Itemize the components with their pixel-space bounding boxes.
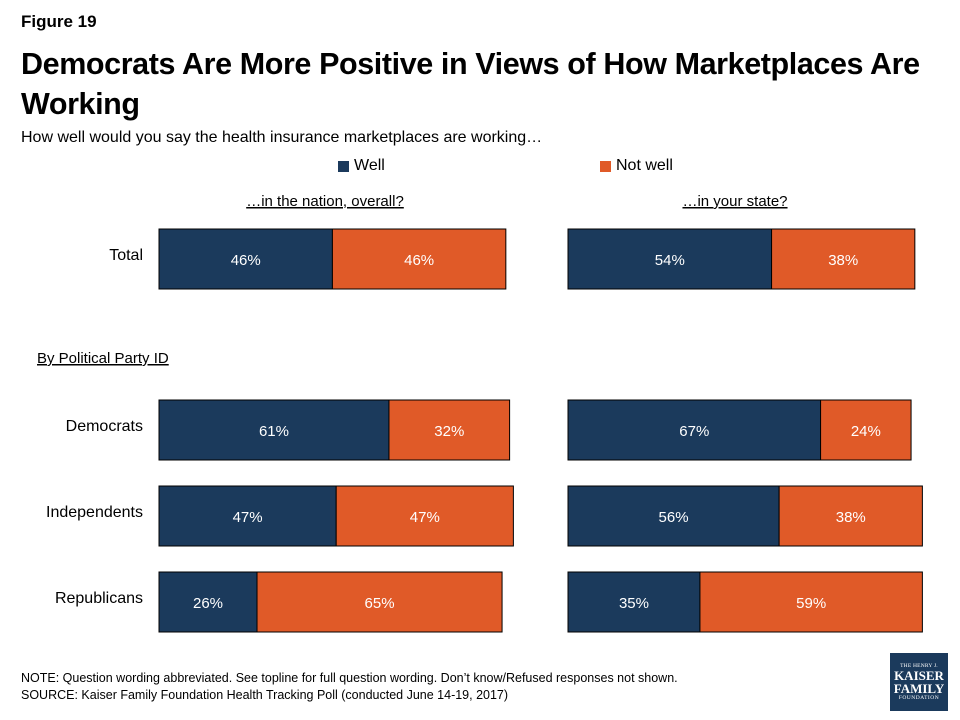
data-label-nation-total-not-well: 46% <box>404 252 434 269</box>
data-label-nation-democrats-not-well: 32% <box>434 423 464 440</box>
logo-line-3: FAMILY <box>893 681 945 696</box>
bar-nation-democrats-well <box>158 399 390 461</box>
group-label: By Political Party ID <box>37 350 169 367</box>
data-label-nation-total-well: 46% <box>231 252 261 269</box>
chart-subtitle: How well would you say the health insura… <box>21 129 543 146</box>
bar-state-total-well <box>567 228 773 290</box>
logo-line-4: FOUNDATION <box>898 695 940 701</box>
data-label-nation-republicans-well: 26% <box>193 595 223 612</box>
kff-logo: THE HENRY J. KAISER FAMILY FOUNDATION <box>890 653 948 711</box>
bar-state-republicans-not-well <box>699 571 923 633</box>
panel-title-nation: …in the nation, overall? <box>246 193 404 210</box>
legend-label-well: Well <box>354 157 385 174</box>
source-text: SOURCE: Kaiser Family Foundation Health … <box>21 688 509 702</box>
logo-line-2: KAISER <box>894 668 944 683</box>
legend-swatch-not-well <box>600 160 611 172</box>
data-label-state-independents-well: 56% <box>659 509 689 526</box>
note-text: NOTE: Question wording abbreviated. See … <box>21 671 678 685</box>
data-label-nation-democrats-well: 61% <box>259 423 289 440</box>
category-label-democrats: Democrats <box>66 418 143 435</box>
data-label-state-democrats-well: 67% <box>679 423 709 440</box>
bar-state-republicans-well <box>567 571 701 633</box>
legend: Well Not well <box>0 0 960 174</box>
data-label-state-independents-not-well: 38% <box>836 509 866 526</box>
bar-state-independents-not-well <box>778 485 923 547</box>
bar-nation-democrats-not-well <box>388 399 511 461</box>
bar-nation-total-well <box>158 228 333 290</box>
figure-label: Figure 19 <box>21 12 97 31</box>
data-label-nation-republicans-not-well: 65% <box>365 595 395 612</box>
data-label-state-democrats-not-well: 24% <box>851 423 881 440</box>
logo-line-1: THE HENRY J. <box>900 663 938 669</box>
data-label-state-republicans-well: 35% <box>619 595 649 612</box>
legend-item-not-well: Not well <box>600 157 673 175</box>
bar-nation-total-not-well <box>331 228 507 290</box>
bar-state-total-not-well <box>771 228 916 290</box>
data-label-state-republicans-not-well: 59% <box>796 595 826 612</box>
bar-nation-republicans-not-well <box>256 571 503 633</box>
bar-nation-independents-well <box>158 485 337 547</box>
bar-state-independents-well <box>567 485 780 547</box>
legend-swatch-well <box>338 160 349 172</box>
category-label-independents: Independents <box>46 504 143 521</box>
data-label-state-total-well: 54% <box>655 252 685 269</box>
data-label-state-total-not-well: 38% <box>828 252 858 269</box>
legend-label-not-well: Not well <box>616 157 673 174</box>
data-label-nation-independents-not-well: 47% <box>410 509 440 526</box>
data-label-nation-independents-well: 47% <box>233 509 263 526</box>
panel-title-state: …in your state? <box>682 193 787 210</box>
chart-title: Democrats Are More Positive in Views of … <box>21 47 920 121</box>
category-label-republicans: Republicans <box>55 590 143 607</box>
bar-nation-republicans-well <box>158 571 258 633</box>
category-label-total: Total <box>109 247 143 264</box>
bar-state-democrats-not-well <box>820 399 912 461</box>
legend-item-well: Well <box>338 157 385 175</box>
footnote: NOTE: Question wording abbreviated. See … <box>21 670 678 704</box>
stacked-bar-chart: …in the nation, overall? 46% 46% 61% 32% 47% 4… <box>37 193 923 633</box>
bar-nation-independents-not-well <box>335 485 514 547</box>
